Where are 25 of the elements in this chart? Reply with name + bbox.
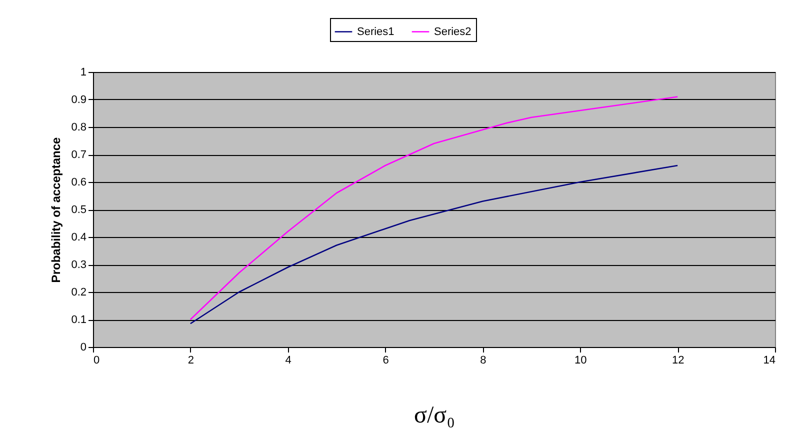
x-tick-label: 2 [188,354,194,366]
y-tick-label: 0.9 [71,94,86,106]
y-tick-label: 0.7 [71,149,86,161]
x-tick-label: 4 [285,354,292,366]
y-tick-label: 0.2 [71,286,86,298]
x-tick-label: 0 [94,354,100,366]
y-tick-label: 0.8 [71,122,86,134]
y-axis-title: Probability of acceptance [49,136,64,283]
y-tick-label: 0.6 [71,176,86,188]
y-tick-label: 0.3 [71,259,86,271]
x-tick-label: 12 [672,354,684,366]
legend-label: Series1 [357,26,394,38]
x-tick-label: 10 [574,354,587,366]
line-series [190,96,678,320]
line-series [190,164,678,324]
y-tick-label: 0 [80,342,86,354]
x-tick-label: 8 [480,354,486,366]
legend-label: Series2 [434,26,472,38]
x-tick-label: 14 [763,354,776,366]
x-axis-title: σ/σ₀ [414,402,455,428]
y-tick-label: 1 [80,66,86,78]
x-tick-label: 6 [382,354,389,366]
y-tick-label: 0.5 [71,204,86,216]
y-tick-label: 0.4 [71,232,86,244]
y-tick-label: 0.1 [71,314,86,326]
